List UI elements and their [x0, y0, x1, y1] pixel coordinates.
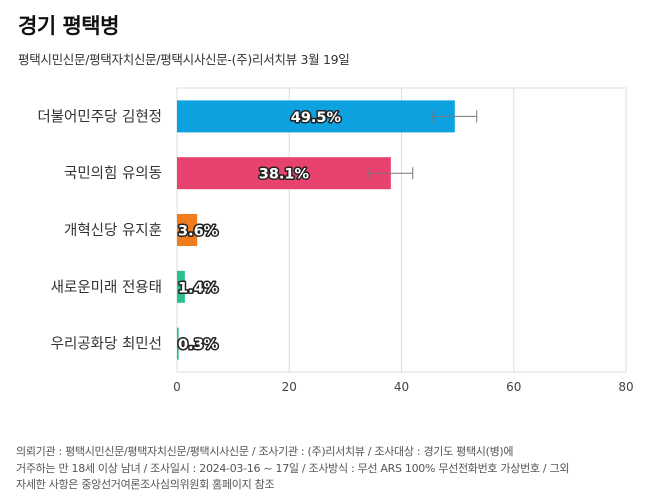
- value-label: 3.6%: [178, 224, 219, 240]
- category-label: 더불어민주당 김현정: [37, 108, 162, 125]
- bar: [177, 157, 391, 190]
- x-tick-label: 60: [506, 380, 521, 394]
- value-label: 1.4%: [178, 280, 219, 296]
- bar: [177, 270, 185, 303]
- category-label: 국민의힘 유의동: [64, 165, 162, 182]
- x-tick-label: 20: [282, 380, 297, 394]
- value-label: 49.5%: [291, 110, 342, 126]
- chart-title: 경기 평택병: [18, 14, 119, 38]
- footnote-line: 거주하는 만 18세 이상 남녀 / 조사일시 : 2024-03-16 ~ 1…: [16, 461, 570, 475]
- bar-chart: 0 20 40 60 80 더불어민주당 김현정 49.5% 국민의힘 유의동 38.1% 개혁신…: [37, 87, 634, 394]
- x-tick-label: 80: [618, 380, 633, 394]
- bar: [177, 327, 179, 360]
- category-label: 개혁신당 유지훈: [64, 222, 162, 239]
- chart-subtitle: 평택시민신문/평택자치신문/평택시사신문-(주)리서치뷰 3월 19일: [18, 52, 350, 67]
- footnote-line: 의뢰기관 : 평택시민신문/평택자치신문/평택시사신문 / 조사기관 : (주)…: [16, 445, 514, 458]
- value-label: 0.3%: [178, 337, 219, 353]
- bar: [177, 100, 455, 133]
- footnote-line: 자세한 사항은 중앙선거여론조사심의위원회 홈페이지 참조: [16, 478, 275, 491]
- category-label: 새로운미래 전용태: [51, 279, 162, 296]
- value-label: 38.1%: [259, 167, 310, 183]
- x-tick-label: 40: [394, 380, 409, 394]
- survey-footnote: 의뢰기관 : 평택시민신문/평택자치신문/평택시사신문 / 조사기관 : (주)…: [16, 444, 641, 494]
- category-label: 우리공화당 최민선: [51, 336, 162, 353]
- bar: [177, 214, 198, 246]
- x-tick-label: 0: [173, 380, 181, 394]
